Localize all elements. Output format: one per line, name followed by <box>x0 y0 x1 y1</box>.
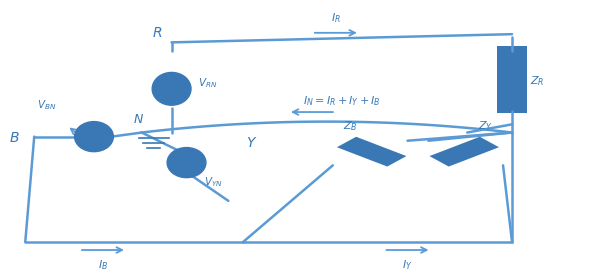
Text: $Y$: $Y$ <box>246 137 257 150</box>
Ellipse shape <box>152 72 191 105</box>
Text: $I_Y$: $I_Y$ <box>402 258 413 272</box>
Text: $V_{YN}$: $V_{YN}$ <box>205 175 223 189</box>
Bar <box>337 137 406 166</box>
Text: $Z_R$: $Z_R$ <box>530 74 544 88</box>
Text: $Z_B$: $Z_B$ <box>343 119 358 132</box>
Text: $I_R$: $I_R$ <box>331 11 341 25</box>
Ellipse shape <box>167 148 206 178</box>
Text: $V_{RN}$: $V_{RN}$ <box>199 76 218 90</box>
Ellipse shape <box>74 122 113 152</box>
Text: $Z_Y$: $Z_Y$ <box>478 119 493 132</box>
Text: $V_{BN}$: $V_{BN}$ <box>37 98 56 112</box>
Text: $I_B$: $I_B$ <box>98 258 108 272</box>
Text: $R$: $R$ <box>152 26 162 40</box>
Text: $I_N = I_R + I_Y + I_B$: $I_N = I_R + I_Y + I_B$ <box>303 94 381 108</box>
Bar <box>497 47 527 113</box>
Text: $N$: $N$ <box>133 113 144 126</box>
Text: $B$: $B$ <box>8 131 19 145</box>
Bar <box>430 137 499 166</box>
